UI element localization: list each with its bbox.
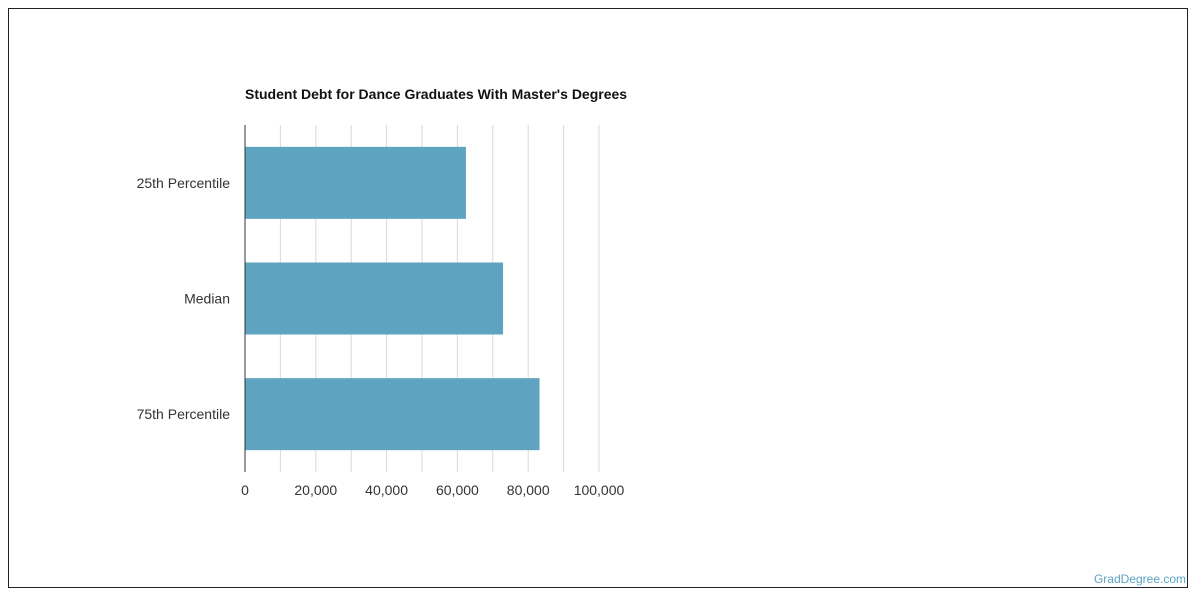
bar[interactable] [245, 262, 504, 335]
x-tick-label: 0 [241, 482, 249, 498]
bar[interactable] [245, 378, 540, 451]
category-label: 25th Percentile [137, 175, 231, 191]
chart-title: Student Debt for Dance Graduates With Ma… [245, 86, 627, 102]
x-tick-label: 20,000 [294, 482, 337, 498]
x-tick-label: 60,000 [436, 482, 479, 498]
source-credit[interactable]: GradDegree.com [1093, 572, 1186, 586]
x-tick-label: 40,000 [365, 482, 408, 498]
x-tick-label: 100,000 [574, 482, 625, 498]
bar[interactable] [245, 146, 466, 219]
category-label: Median [184, 291, 230, 307]
x-tick-label: 80,000 [507, 482, 550, 498]
chart-frame [8, 8, 1188, 588]
category-label: 75th Percentile [137, 406, 231, 422]
bars [245, 146, 540, 451]
category-labels: 25th Percentile Median 75th Percentile [137, 175, 231, 422]
x-axis-ticks: 0 20,000 40,000 60,000 80,000 100,000 [241, 482, 624, 498]
